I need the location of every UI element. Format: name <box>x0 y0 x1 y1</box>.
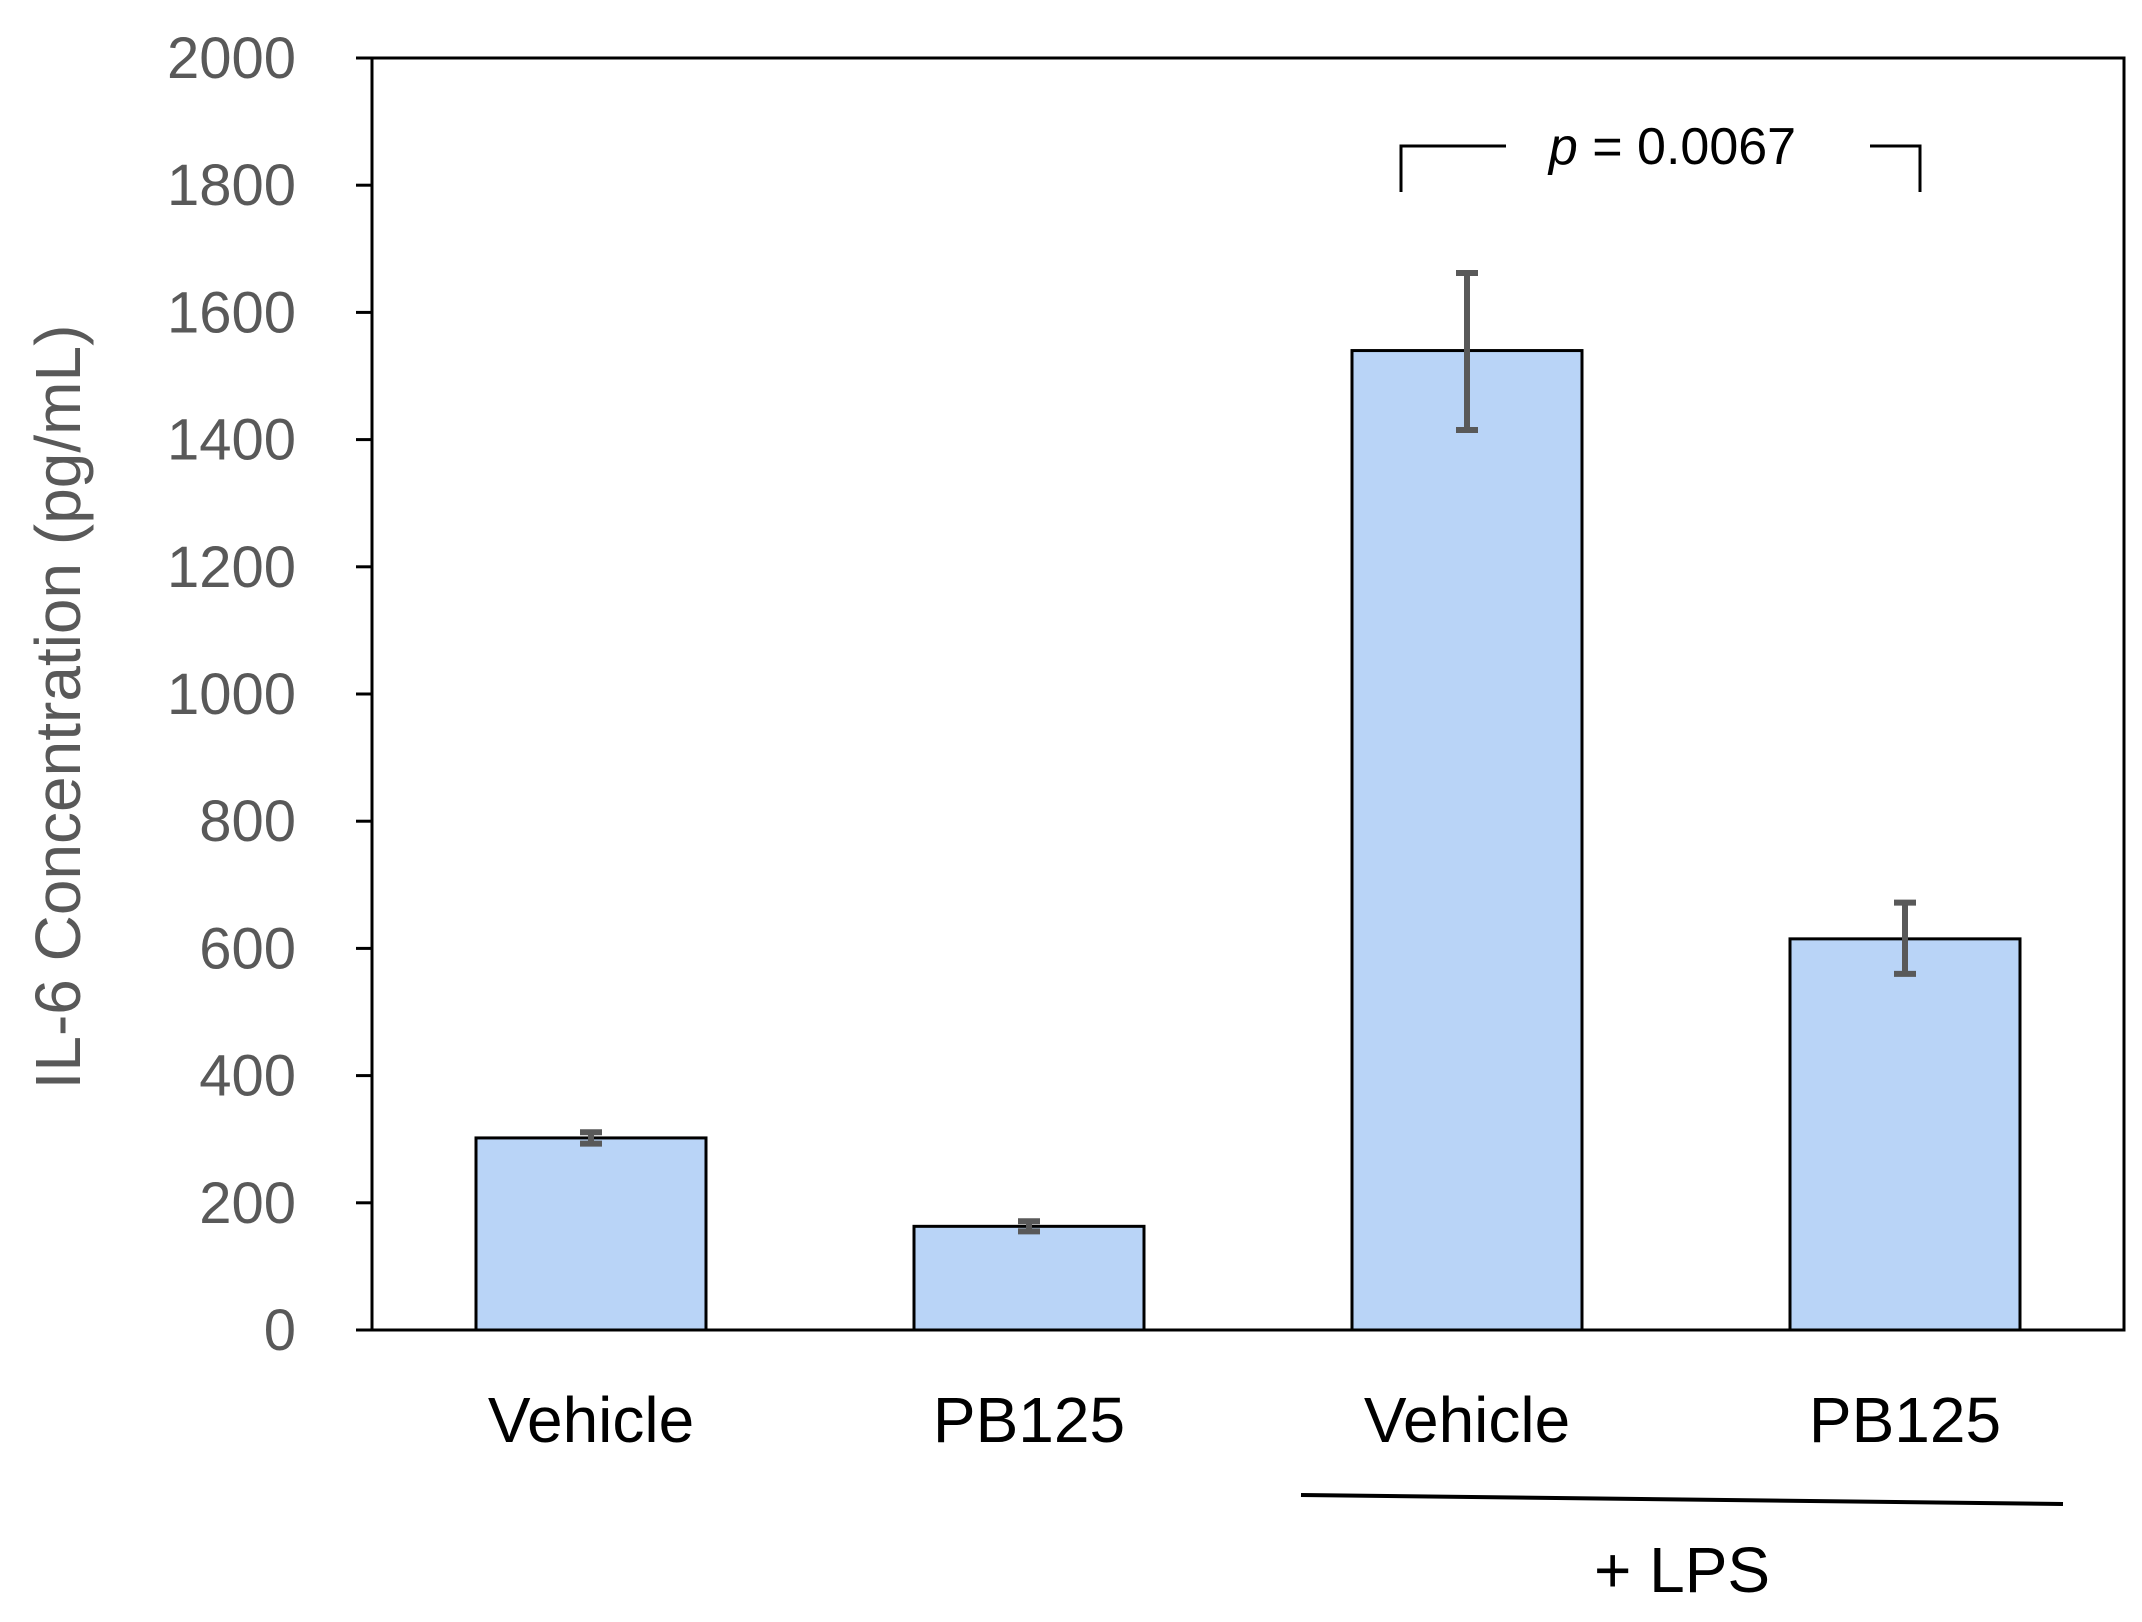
significance-bracket: p = 0.0067 <box>1399 118 1922 192</box>
error-bar <box>1894 899 1916 977</box>
error-bars-group <box>580 269 1916 1235</box>
bar <box>912 1224 1146 1332</box>
x-category-label: PB125 <box>1809 1384 2001 1456</box>
bar <box>474 1136 708 1332</box>
error-bar <box>1456 269 1478 434</box>
bracket-left <box>1399 144 1506 192</box>
y-tick-label: 0 <box>264 1298 296 1363</box>
y-tick-label: 200 <box>199 1171 296 1236</box>
y-tick-label: 600 <box>199 916 296 981</box>
bracket-right <box>1870 144 1922 192</box>
bar <box>1350 349 1584 1332</box>
y-tick-label: 400 <box>199 1044 296 1109</box>
y-tick-label: 1200 <box>167 535 296 600</box>
y-tick-label: 1400 <box>167 408 296 473</box>
category-labels: Vehicle PB125 Vehicle PB125 <box>488 1384 2001 1456</box>
p-value-label: p = 0.0067 <box>1547 118 1796 176</box>
error-bar <box>580 1129 602 1147</box>
x-category-label: PB125 <box>933 1384 1125 1456</box>
x-category-label: Vehicle <box>488 1384 694 1456</box>
bars-group <box>474 349 2022 1332</box>
x-category-label: Vehicle <box>1364 1384 1570 1456</box>
plot-frame <box>370 56 2126 1332</box>
lps-group-annotation: + LPS <box>1300 1493 2064 1606</box>
y-tick-label: 800 <box>199 789 296 854</box>
y-tick-label: 1600 <box>167 280 296 345</box>
bar <box>1788 937 2022 1332</box>
y-axis-ticks: 0 200 400 600 800 1000 1200 1400 1600 1800 2000 <box>167 26 372 1363</box>
y-axis-title: IL-6 Concentration (pg/mL) <box>22 325 94 1090</box>
group-underline <box>1300 1493 2064 1506</box>
y-tick-label: 2000 <box>167 26 296 91</box>
y-tick-label: 1000 <box>167 662 296 727</box>
y-tick-label: 1800 <box>167 153 296 218</box>
error-bar <box>1018 1218 1040 1235</box>
group-label: + LPS <box>1594 1534 1770 1606</box>
